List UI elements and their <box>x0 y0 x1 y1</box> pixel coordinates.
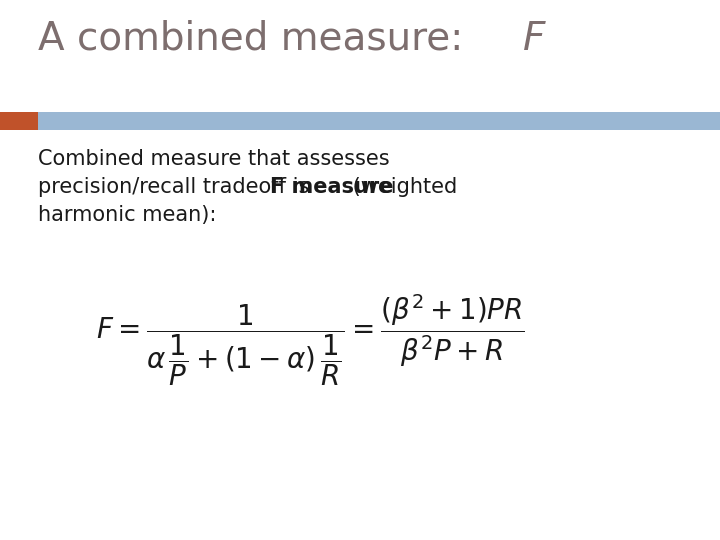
Text: $\mathit{F} = \dfrac{1}{\alpha\,\dfrac{1}{P}+(1-\alpha)\,\dfrac{1}{R}} = \dfrac{: $\mathit{F} = \dfrac{1}{\alpha\,\dfrac{1… <box>96 292 524 388</box>
Text: (weighted: (weighted <box>346 177 457 197</box>
Bar <box>0 112 38 130</box>
Text: F: F <box>523 20 545 58</box>
Bar <box>38 112 720 130</box>
Text: F measure: F measure <box>270 177 394 197</box>
Text: Combined measure that assesses: Combined measure that assesses <box>38 149 390 169</box>
Text: precision/recall tradeoff is: precision/recall tradeoff is <box>38 177 316 197</box>
Text: harmonic mean):: harmonic mean): <box>38 205 217 225</box>
Text: A combined measure:: A combined measure: <box>38 20 476 58</box>
